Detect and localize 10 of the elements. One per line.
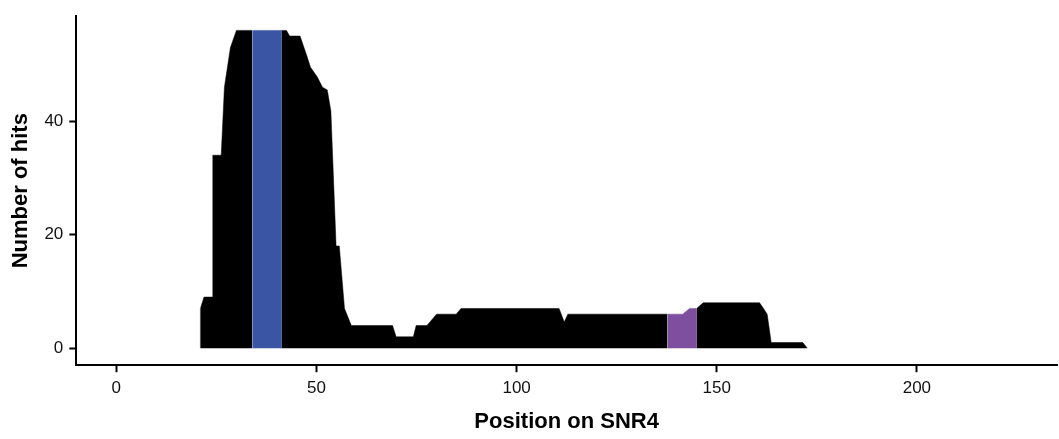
x-tick-label: 200 xyxy=(902,378,932,398)
y-axis-title: Number of hits xyxy=(7,113,33,269)
x-axis-title: Position on SNR4 xyxy=(474,407,660,433)
y-tick-label: 0 xyxy=(53,337,64,357)
x-tick-label: 0 xyxy=(111,378,122,398)
y-tick-label: 40 xyxy=(44,110,64,130)
x-tick-label: 50 xyxy=(307,378,326,398)
y-tick-label: 20 xyxy=(44,224,64,244)
x-tick-label: 150 xyxy=(702,378,731,398)
x-tick-label: 100 xyxy=(502,378,531,398)
